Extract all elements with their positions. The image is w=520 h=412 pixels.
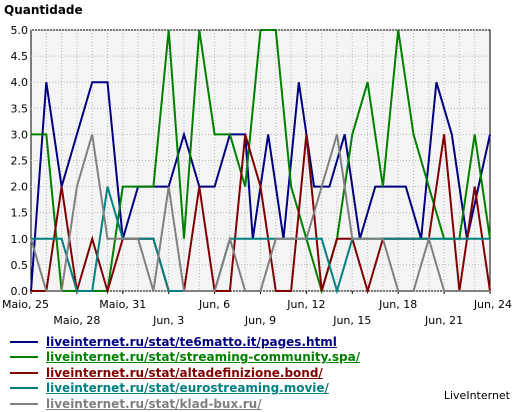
y-tick-label: 2.5 [11,155,29,168]
x-tick-label: Jun, 18 [378,298,417,311]
legend-item[interactable]: liveinternet.ru/stat/te6matto.it/pages.h… [10,334,360,350]
y-tick-label: 0.5 [11,259,29,272]
legend-item[interactable]: liveinternet.ru/stat/streaming-community… [10,350,360,366]
series-lines [30,29,491,295]
legend-swatch [10,371,38,374]
chart-area: Quantidade 0.0 0.5 1.0 1.5 2.0 2.5 3.0 3.5 4.0 4.… [2,3,512,327]
legend-link[interactable]: liveinternet.ru/stat/klad-bux.ru/ [46,396,262,411]
x-tick-label: Jun, 24 [473,298,512,311]
x-tick-label: Jun, 3 [152,314,184,327]
x-tick-label: Jun, 9 [244,314,276,327]
legend-swatch [10,387,38,390]
y-tick-label: 3.5 [11,102,29,115]
y-tick-label: 4.5 [11,50,29,63]
y-axis-ticks: 0.0 0.5 1.0 1.5 2.0 2.5 3.0 3.5 4.0 4.5 5.0 [11,24,29,298]
x-axis-ticks: Maio, 25 Maio, 28 Maio, 31 Jun, 3 Jun, 6 Jun,… [2,291,512,327]
legend-item[interactable]: liveinternet.ru/stat/altadefinizione.bon… [10,365,360,381]
legend-item[interactable]: liveinternet.ru/stat/eurostreaming.movie… [10,381,360,397]
brand-label: LiveInternet [443,389,510,402]
y-tick-label: 3.0 [11,128,29,141]
legend-swatch [10,356,38,359]
legend-swatch [10,340,38,343]
y-tick-label: 0.0 [11,285,29,298]
y-tick-label: 2.0 [11,181,29,194]
y-tick-label: 5.0 [11,24,29,37]
legend-link[interactable]: liveinternet.ru/stat/altadefinizione.bon… [46,365,323,380]
x-tick-label: Jun, 15 [332,314,371,327]
x-tick-label: Jun, 12 [286,298,325,311]
legend-item[interactable]: liveinternet.ru/stat/klad-bux.ru/ [10,396,360,412]
legend-swatch [10,402,38,405]
plot-background [30,29,491,292]
legend-link[interactable]: liveinternet.ru/stat/streaming-community… [46,350,361,365]
y-tick-label: 4.0 [11,76,29,89]
series-line-5 [30,134,490,292]
y-axis-title: Quantidade [4,3,83,17]
y-tick-label: 1.0 [11,233,29,246]
x-tick-label: Maio, 31 [99,298,146,311]
series-line-4 [31,186,490,295]
x-tick-label: Maio, 25 [2,298,49,311]
x-tick-label: Maio, 28 [53,314,100,327]
legend-link[interactable]: liveinternet.ru/stat/te6matto.it/pages.h… [46,334,337,349]
legend-link[interactable]: liveinternet.ru/stat/eurostreaming.movie… [46,381,329,396]
y-tick-label: 1.5 [11,207,29,220]
x-tick-label: Jun, 21 [424,314,463,327]
x-tick-label: Jun, 6 [198,298,230,311]
legend: liveinternet.ru/stat/te6matto.it/pages.h… [10,334,360,412]
